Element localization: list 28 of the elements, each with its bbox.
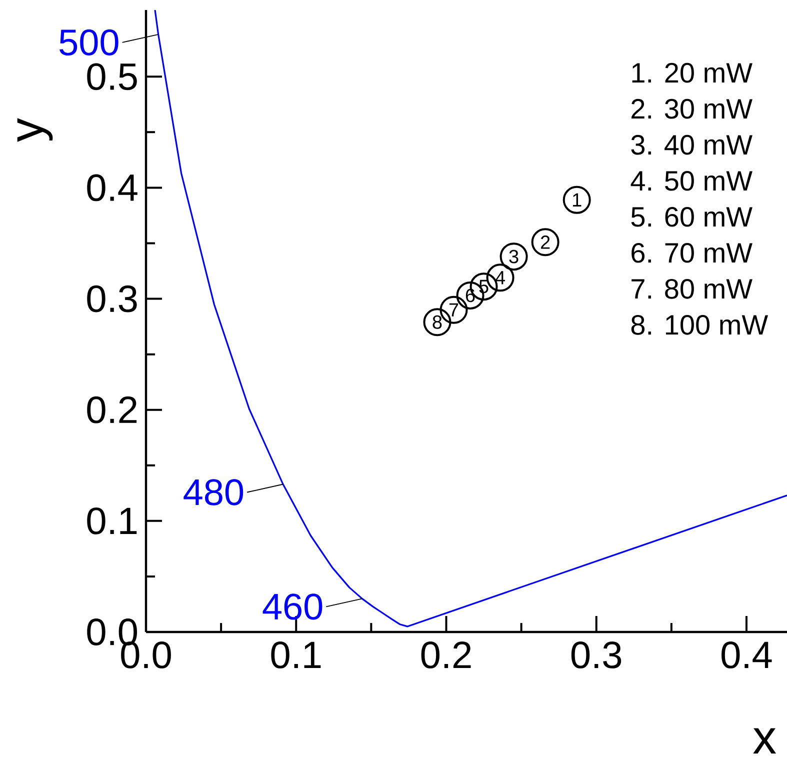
annotation: 3. 40 mW (631, 134, 752, 155)
x-axis-title: x (753, 728, 776, 754)
annotation: 5. 60 mW (631, 206, 752, 227)
annotation: 480 (184, 479, 244, 506)
y-tick-label: 0.4 (87, 174, 138, 202)
annotation: 8 (432, 315, 442, 329)
annotation: 1 (573, 193, 582, 206)
y-tick-label: 0.3 (87, 285, 137, 312)
y-axis-title: y (17, 118, 53, 142)
x-tick-label: 0.4 (722, 642, 772, 668)
annotation: 460 (262, 594, 322, 620)
annotation: 500 (60, 29, 118, 56)
annotation: 4. 50 mW (630, 170, 752, 191)
y-tick-label: 0.5 (87, 63, 137, 90)
annotation: 2 (540, 236, 550, 249)
y-tick-label: 0.2 (87, 396, 137, 424)
annotation: 2. 30 mW (632, 98, 752, 119)
x-tick-label: 0.2 (421, 642, 471, 668)
y-tick-label: 0.1 (87, 507, 137, 534)
annotation: 7 (449, 303, 458, 316)
annotation: 6. 70 mW (632, 242, 752, 263)
annotation: 8. 100 mW (631, 315, 768, 335)
annotation: 7. 80 mW (632, 278, 752, 299)
x-tick-label: 0.3 (571, 642, 622, 668)
annotation: 1. 20 mW (632, 62, 752, 83)
annotation: 4 (495, 271, 506, 284)
x-tick-label: 0.1 (271, 642, 321, 668)
annotation: 3 (509, 250, 518, 264)
